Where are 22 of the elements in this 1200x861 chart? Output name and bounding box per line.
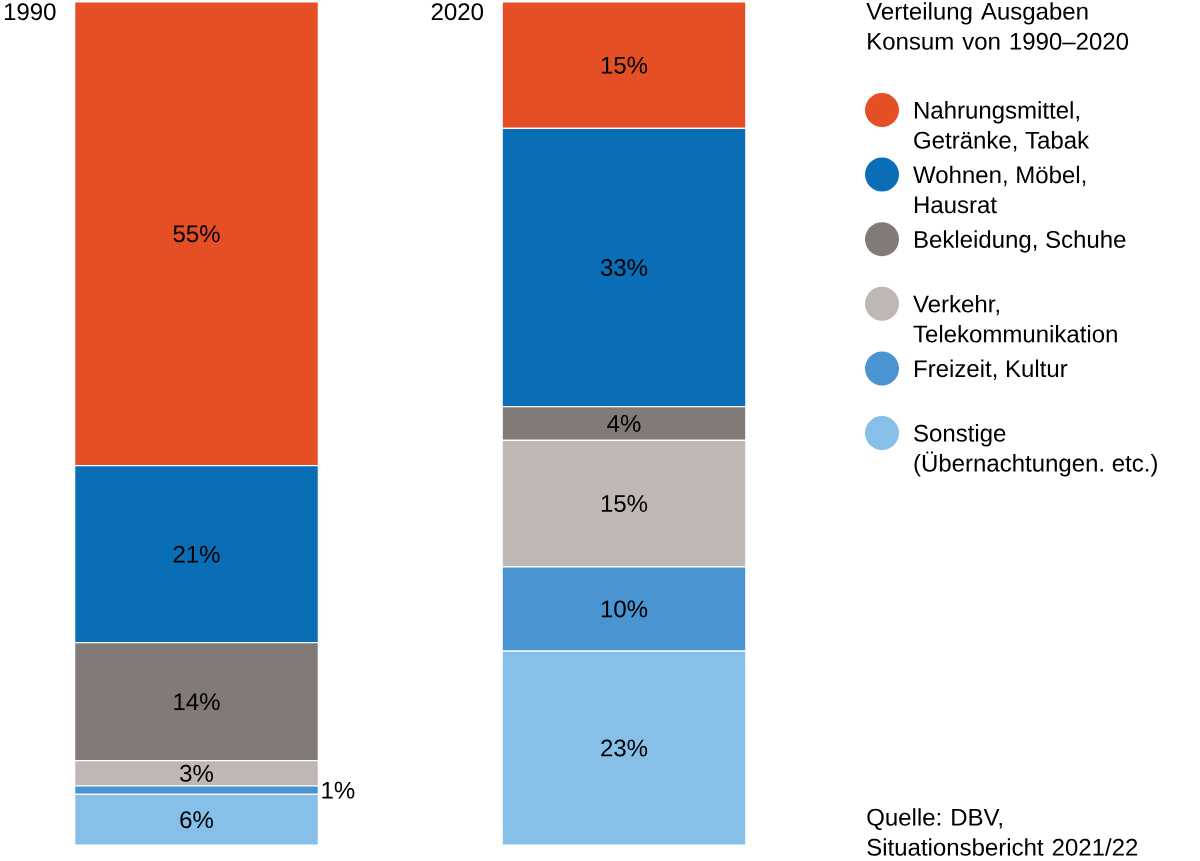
legend-label: Nahrungsmittel, Getränke, Tabak — [914, 101, 1090, 152]
data-label: 55% — [173, 225, 220, 243]
x-tick-label: 1990 — [4, 3, 56, 21]
legend-label: Freizeit, Kultur — [914, 359, 1068, 380]
data-label: 33% — [600, 259, 648, 277]
data-label: 14% — [174, 693, 220, 711]
legend-label: Verkehr, Telekommunikation — [913, 294, 1117, 343]
data-label: 21% — [173, 545, 220, 563]
x-tick-label: 2020 — [431, 3, 484, 21]
data-label: 6% — [180, 811, 213, 829]
data-label: 10% — [601, 600, 648, 618]
legend-label: Bekleidung, Schuhe — [914, 230, 1126, 253]
data-label: 1% — [322, 781, 355, 799]
legend-label: Wohnen, Möbel, Hausrat — [913, 165, 1086, 214]
source-note: Quelle: DBV, Situationsbericht 2021/22 — [867, 808, 1138, 856]
data-label: 15% — [601, 495, 648, 513]
text: Verteilung Ausgaben Konsum von 1990–2020 — [866, 2, 1129, 50]
data-label: 15% — [601, 56, 648, 74]
data-label: 3% — [180, 764, 213, 782]
legend-label: Sonstige (Übernachtungen. etc.) — [914, 424, 1157, 477]
data-label: 4% — [607, 415, 641, 432]
data-label: 23% — [601, 739, 648, 757]
